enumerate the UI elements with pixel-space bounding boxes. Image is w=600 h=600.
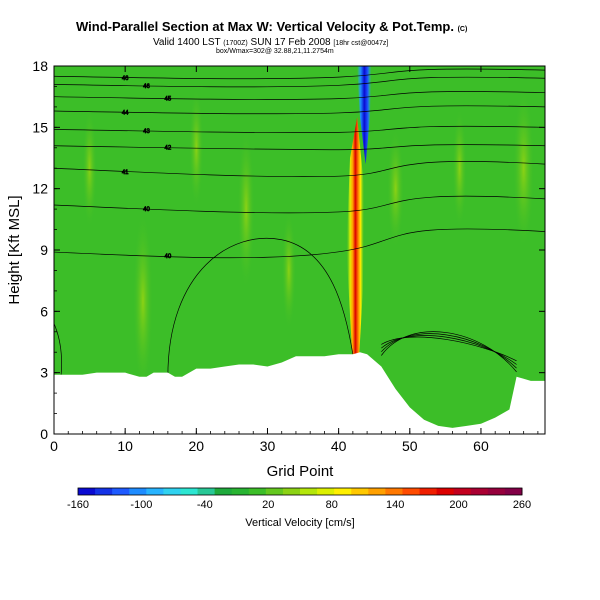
colorbar-swatch (197, 488, 216, 495)
x-tick-label: 20 (189, 438, 205, 454)
colorbar-tick-label: 260 (513, 499, 531, 511)
contour-label: 45 (165, 96, 172, 102)
theta-contour (54, 76, 545, 88)
weak-updraft-region (452, 106, 467, 230)
x-tick-label: 30 (260, 438, 276, 454)
weak-updraft-region (132, 209, 153, 394)
theta-contour (54, 228, 545, 259)
colorbar-swatch (300, 488, 318, 495)
y-tick-label: 6 (40, 303, 48, 319)
weak-updraft-region (281, 209, 296, 332)
theta-contour (167, 238, 354, 377)
colorbar-swatch (504, 488, 523, 495)
colorbar-tick-label: 20 (262, 499, 274, 511)
colorbar-swatch (334, 488, 352, 495)
colorbar-swatch (470, 488, 489, 495)
colorbar-swatch (248, 488, 267, 495)
y-tick-label: 12 (32, 181, 48, 197)
colorbar-swatch (265, 488, 284, 495)
colorbar-tick-label: -100 (130, 499, 152, 511)
y-tick-label: 3 (40, 365, 48, 381)
theta-contour (381, 335, 517, 365)
y-axis: 0 3 6 9 12 15 18 (32, 58, 545, 442)
colorbar-swatch (112, 488, 130, 495)
theta-contour (54, 91, 545, 100)
chart-title: Wind-Parallel Section at Max W: Vertical… (76, 19, 467, 34)
colorbar-swatch (214, 488, 233, 495)
theta-contour (381, 336, 517, 362)
theta-contour (54, 144, 545, 151)
y-tick-label: 15 (32, 119, 48, 135)
downdraft-core (357, 66, 372, 165)
contour-label: 40 (165, 254, 172, 260)
theta-contour (54, 125, 545, 133)
y-tick-label: 0 (40, 426, 48, 442)
plot-area: 46 46 45 44 43 42 41 40 40 (54, 66, 545, 434)
theta-contours: 46 46 45 44 43 42 41 40 40 (54, 68, 545, 377)
x-tick-label: 50 (402, 438, 418, 454)
colorbar-tick-label: 80 (326, 499, 338, 511)
x-tick-label: 60 (473, 438, 489, 454)
weak-updraft-region (237, 127, 255, 291)
contour-label: 42 (165, 145, 172, 151)
colorbar-swatch (351, 488, 369, 495)
chart-subtitle-2: box/Wmax=302@ 32.88,21,11.2754m (216, 48, 334, 55)
colorbar-tick-label: 200 (449, 499, 467, 511)
weak-updraft-region (387, 127, 405, 250)
chart-subtitle: Valid 1400 LST (1700Z) SUN 17 Feb 2008 [… (153, 37, 388, 48)
colorbar-swatch (402, 488, 421, 495)
x-axis: 0 10 20 30 40 50 60 (50, 66, 539, 454)
theta-contour (54, 322, 62, 375)
colorbar-swatch (231, 488, 250, 495)
y-axis-label: Height [Kft MSL] (6, 195, 23, 304)
weak-updraft-region (512, 86, 535, 250)
x-axis-label: Grid Point (267, 463, 335, 480)
colorbar-swatch (129, 488, 147, 495)
theta-contour (54, 105, 545, 115)
field-features (82, 66, 535, 394)
colorbar-tick-label: -160 (67, 499, 89, 511)
contour-label: 43 (143, 129, 150, 135)
updraft-core (346, 117, 365, 355)
colorbar-swatch (453, 488, 472, 495)
colorbar-title: Vertical Velocity [cm/s] (245, 517, 354, 529)
y-tick-label: 9 (40, 242, 48, 258)
theta-contour (54, 161, 545, 177)
colorbar-tick-label: -40 (197, 499, 213, 511)
y-tick-label: 18 (32, 58, 48, 74)
colorbar-swatch (146, 488, 164, 495)
contour-label: 41 (122, 170, 129, 176)
colorbar-swatch (419, 488, 438, 495)
theta-contour (381, 331, 517, 373)
colorbar-swatch (368, 488, 386, 495)
colorbar-swatch (282, 488, 301, 495)
x-tick-label: 0 (50, 438, 58, 454)
colorbar: -160 -100 -40 20 80 140 200 260 (67, 487, 531, 511)
colorbar-tick-label: 140 (386, 499, 404, 511)
theta-contour (54, 68, 545, 80)
colorbar-swatch (487, 488, 506, 495)
x-tick-label: 40 (331, 438, 347, 454)
colorbar-swatch (385, 488, 403, 495)
contour-label: 46 (122, 76, 129, 82)
colorbar-frame (77, 487, 523, 496)
contour-label: 46 (143, 84, 150, 90)
contour-label: 40 (143, 207, 150, 213)
colorbar-swatch (317, 488, 335, 495)
colorbar-swatch (163, 488, 181, 495)
colorbar-swatch (95, 488, 113, 495)
weak-updraft-region (82, 106, 97, 230)
contour-label: 44 (122, 111, 129, 117)
x-tick-label: 10 (117, 438, 133, 454)
weak-updraft-region (189, 86, 204, 210)
theta-contour (54, 195, 545, 214)
colorbar-swatch (78, 488, 96, 495)
terrain (54, 352, 545, 434)
colorbar-swatch (436, 488, 455, 495)
theta-contour (381, 333, 517, 369)
colorbar-swatch (180, 488, 199, 495)
